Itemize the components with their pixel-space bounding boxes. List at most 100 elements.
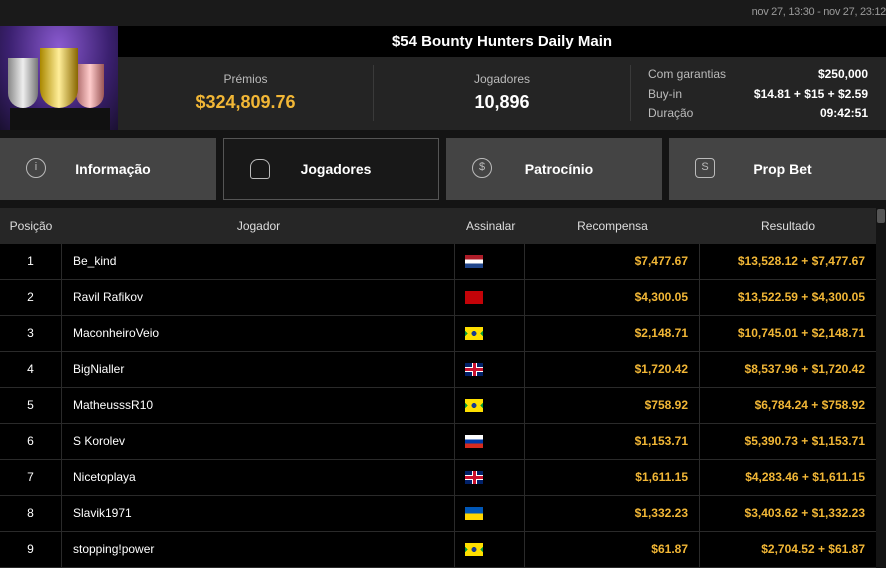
player-name[interactable]: Slavik1971	[62, 496, 455, 531]
column-header-position[interactable]: Posição	[9, 219, 53, 233]
prizes-label: Prémios	[223, 72, 268, 86]
divider	[630, 65, 631, 121]
divider	[373, 65, 374, 121]
position: 7	[0, 460, 62, 495]
player-name[interactable]: MatheusssR10	[62, 388, 455, 423]
column-header-flag[interactable]: Assinalar	[466, 219, 516, 233]
flag-cell	[455, 244, 525, 279]
duration-label: Duração	[648, 106, 694, 120]
flag-gb-icon	[465, 363, 483, 377]
player-name[interactable]: stopping!power	[62, 532, 455, 567]
buyin-value: $14.81 + $15 + $2.59	[753, 86, 868, 101]
result: $2,704.52 + $61.87	[761, 542, 865, 556]
players-stat: Jogadores 10,896	[374, 57, 630, 130]
flag-ru-icon	[465, 435, 483, 449]
tournament-title: $54 Bounty Hunters Daily Main	[118, 26, 886, 57]
table-row[interactable]: 2 Ravil Rafikov $4,300.05 $13,522.59 + $…	[0, 280, 876, 316]
players-value: 10,896	[474, 92, 530, 112]
scrollbar-thumb[interactable]	[877, 209, 885, 223]
flag-br-icon	[465, 543, 483, 557]
player-name[interactable]: Be_kind	[62, 244, 455, 279]
prop-bet-icon: S	[695, 158, 715, 178]
reward: $4,300.05	[525, 280, 700, 315]
flag-ua-icon	[465, 507, 483, 521]
table-row[interactable]: 1 Be_kind $7,477.67 $13,528.12 + $7,477.…	[0, 244, 876, 280]
flag-nl-icon	[465, 255, 483, 269]
tabs: i Informação Jogadores $ Patrocínio S Prop …	[0, 138, 886, 200]
flag-cell	[455, 496, 525, 531]
flag-gb-icon	[465, 471, 483, 485]
position: 3	[0, 316, 62, 351]
info-icon: i	[26, 158, 46, 178]
flag-cell	[455, 424, 525, 459]
position: 4	[0, 352, 62, 387]
table-row[interactable]: 4 BigNialler $1,720.42 $8,537.96 + $1,72…	[0, 352, 876, 388]
top-bar: nov 27, 13:30 - nov 27, 23:12	[0, 0, 886, 26]
user-icon	[250, 159, 270, 179]
buyin-label: Buy-in	[648, 86, 683, 101]
table-row[interactable]: 9 stopping!power $61.87 $2,704.52 + $61.…	[0, 532, 876, 568]
position: 1	[0, 244, 62, 279]
column-header-player[interactable]: Jogador	[236, 219, 281, 233]
reward: $61.87	[525, 532, 700, 567]
table-row[interactable]: 5 MatheusssR10 $758.92 $6,784.24 + $758.…	[0, 388, 876, 424]
flag-me-icon	[465, 291, 483, 305]
tournament-details: Com garantias $250,000 Buy-in $14.81 + $15…	[648, 65, 868, 124]
date-range: nov 27, 13:30 - nov 27, 23:12	[751, 6, 886, 18]
player-name[interactable]: S Korolev	[62, 424, 455, 459]
tab-informacao[interactable]: i Informação	[0, 138, 216, 200]
result: $4,283.46 + $1,611.15	[745, 470, 865, 484]
tab-label: Jogadores	[300, 161, 372, 177]
result: $13,522.59 + $4,300.05	[737, 290, 865, 304]
guarantee-value: $250,000	[817, 67, 868, 81]
column-header-reward[interactable]: Recompensa	[577, 219, 648, 233]
reward: $1,332.23	[525, 496, 700, 531]
table-header: Posição Jogador Assinalar Recompensa Res…	[0, 208, 876, 244]
table-row[interactable]: 7 Nicetoplaya $1,611.15 $4,283.46 + $1,6…	[0, 460, 876, 496]
duration-value: 09:42:51	[819, 106, 868, 120]
column-header-result[interactable]: Resultado	[760, 219, 816, 233]
position: 2	[0, 280, 62, 315]
prizes-value: $324,809.76	[195, 92, 296, 112]
flag-cell	[455, 460, 525, 495]
flag-cell	[455, 532, 525, 567]
flag-cell	[455, 388, 525, 423]
flag-cell	[455, 280, 525, 315]
table-row[interactable]: 3 MaconheiroVeio $2,148.71 $10,745.01 + …	[0, 316, 876, 352]
dollar-icon: $	[472, 158, 492, 178]
players-table: Posição Jogador Assinalar Recompensa Res…	[0, 208, 876, 568]
reward: $1,720.42	[525, 352, 700, 387]
stats-bar: Prémios $324,809.76 Jogadores 10,896 Com…	[118, 57, 886, 130]
result: $5,390.73 + $1,153.71	[744, 434, 865, 448]
reward: $2,148.71	[525, 316, 700, 351]
scrollbar[interactable]	[876, 208, 886, 566]
guarantee-label: Com garantias	[648, 67, 727, 81]
player-name[interactable]: Ravil Rafikov	[62, 280, 455, 315]
tournament-image	[0, 26, 118, 130]
tab-label: Informação	[75, 161, 151, 177]
tab-patrocinio[interactable]: $ Patrocínio	[446, 138, 662, 200]
player-name[interactable]: BigNialler	[62, 352, 455, 387]
player-name[interactable]: MaconheiroVeio	[62, 316, 455, 351]
tab-prop-bet[interactable]: S Prop Bet	[669, 138, 886, 200]
flag-cell	[455, 352, 525, 387]
reward: $758.92	[525, 388, 700, 423]
position: 9	[0, 532, 62, 567]
reward: $1,153.71	[525, 424, 700, 459]
result: $10,745.01 + $2,148.71	[737, 326, 865, 340]
table-row[interactable]: 6 S Korolev $1,153.71 $5,390.73 + $1,153…	[0, 424, 876, 460]
result: $13,528.12 + $7,477.67	[737, 254, 865, 268]
tab-label: Prop Bet	[753, 161, 812, 177]
table-row[interactable]: 8 Slavik1971 $1,332.23 $3,403.62 + $1,33…	[0, 496, 876, 532]
prizes-stat: Prémios $324,809.76	[118, 57, 373, 130]
flag-br-icon	[465, 327, 483, 341]
tab-jogadores[interactable]: Jogadores	[223, 138, 439, 200]
result: $8,537.96 + $1,720.42	[744, 362, 865, 376]
position: 6	[0, 424, 62, 459]
position: 8	[0, 496, 62, 531]
tab-label: Patrocínio	[524, 161, 594, 177]
flag-cell	[455, 316, 525, 351]
players-label: Jogadores	[473, 72, 531, 86]
reward: $7,477.67	[525, 244, 700, 279]
player-name[interactable]: Nicetoplaya	[62, 460, 455, 495]
